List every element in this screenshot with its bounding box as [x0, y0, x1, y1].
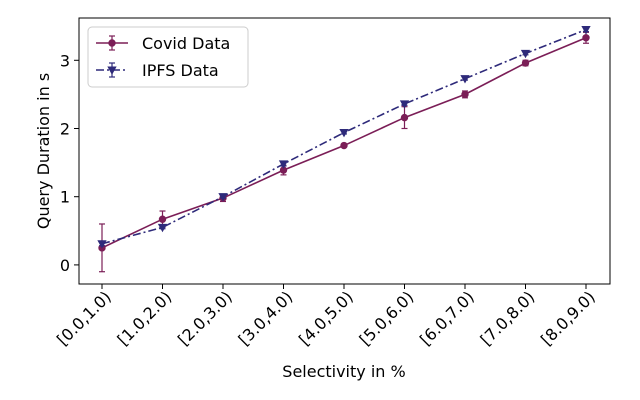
data-point — [97, 240, 107, 249]
plot-layer — [97, 26, 591, 273]
legend: Covid Data IPFS Data — [87, 26, 249, 88]
y-tick-label: 3 — [60, 51, 70, 70]
data-point — [340, 141, 348, 150]
data-point — [460, 75, 470, 84]
data-point — [158, 215, 167, 223]
data-point — [157, 223, 168, 233]
data-point — [218, 193, 228, 202]
x-tick-label: [6.0,7.0) — [416, 287, 478, 349]
data-point — [461, 90, 469, 99]
data-point — [582, 34, 590, 42]
data-point — [339, 129, 349, 138]
data-point — [581, 26, 591, 35]
x-tick-label: [5.0,6.0) — [355, 287, 417, 349]
legend-swatch-marker — [107, 66, 117, 75]
series-ipfs-data — [97, 26, 591, 249]
x-tick-label: [0.0,1.0) — [53, 287, 115, 349]
data-point — [399, 100, 410, 109]
x-tick-label: [2.0,3.0) — [174, 287, 236, 349]
x-tick-label: [8.0,9.0) — [537, 287, 599, 349]
legend-swatch-marker — [108, 39, 116, 47]
x-tick-label: [7.0,8.0) — [476, 287, 538, 349]
data-point — [400, 113, 409, 122]
y-tick-label: 1 — [60, 188, 70, 207]
x-tick-label: [3.0,4.0) — [234, 287, 296, 349]
axis-layer: 0 1 2 3 [0.0,1.0)[1.0,2.0)[2.0,3.0)[3.0,4.0)… — [53, 51, 599, 349]
y-axis-label: Query Duration in s — [34, 73, 53, 229]
y-tick-label: 2 — [60, 119, 70, 138]
data-point — [521, 59, 530, 67]
x-tick-label: [4.0,5.0) — [295, 287, 357, 349]
legend-entry-label: IPFS Data — [142, 61, 219, 80]
x-axis-label: Selectivity in % — [282, 362, 405, 381]
data-point — [520, 49, 531, 59]
legend-box — [87, 26, 249, 88]
legend-entry-label: Covid Data — [142, 34, 230, 53]
data-point — [278, 160, 289, 169]
y-tick-label: 0 — [60, 256, 70, 275]
x-tick-label: [1.0,2.0) — [113, 287, 175, 349]
